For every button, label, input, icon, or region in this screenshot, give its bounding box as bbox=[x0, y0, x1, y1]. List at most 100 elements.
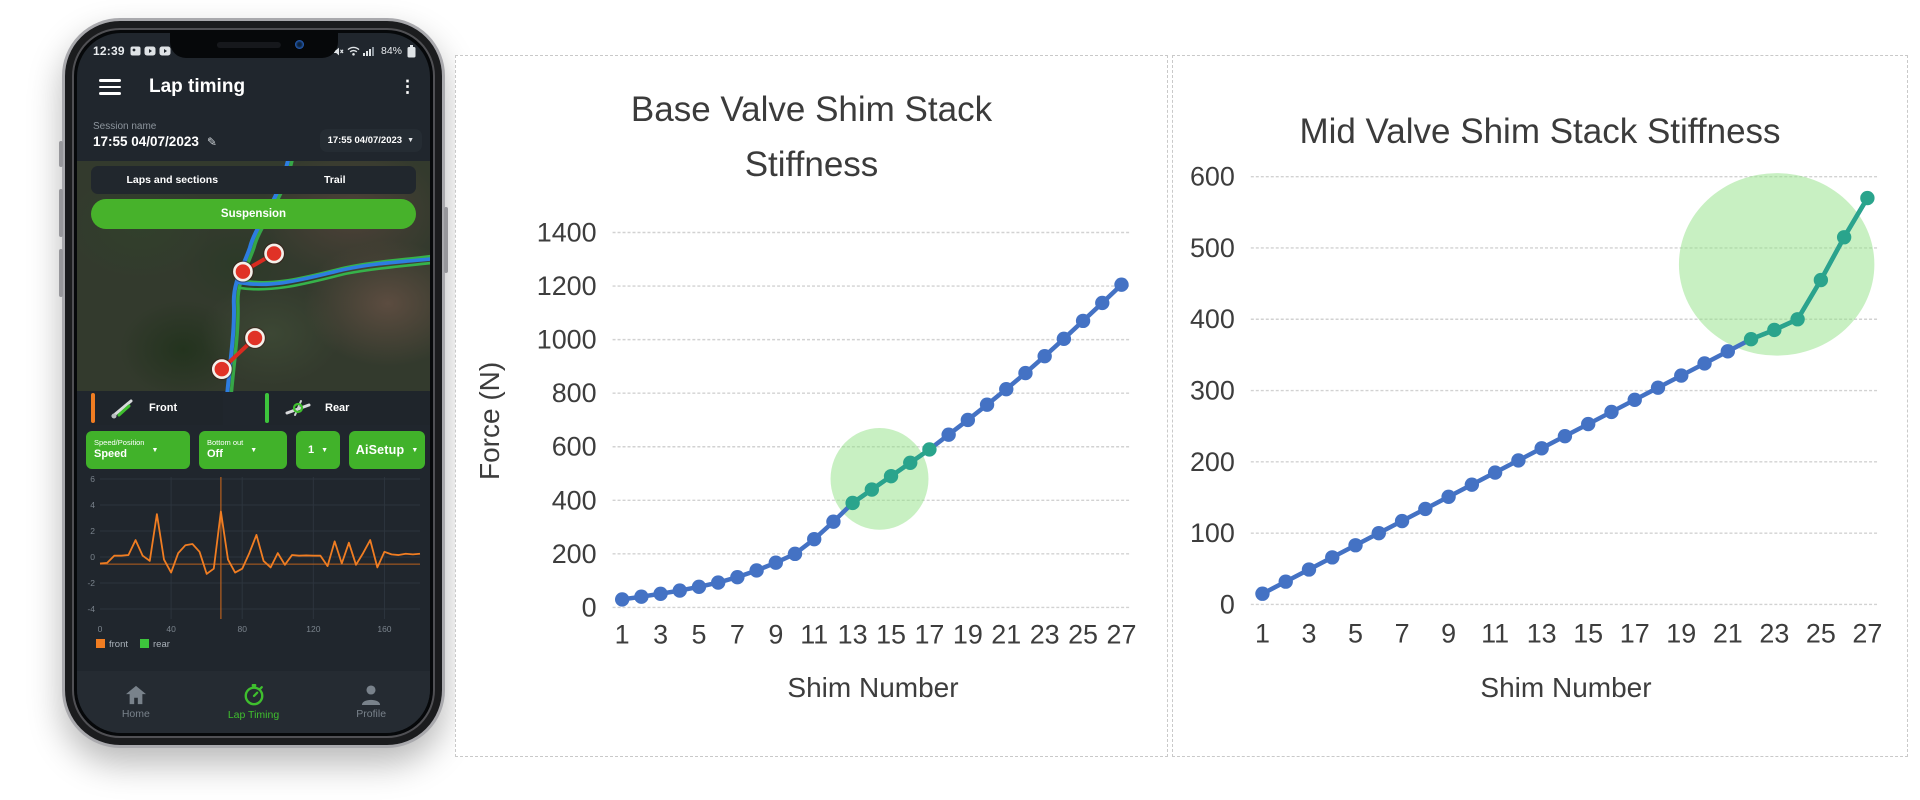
x-tick-label: 3 bbox=[1302, 618, 1317, 648]
route-overlay bbox=[210, 161, 430, 393]
suspension-button[interactable]: Suspension bbox=[91, 199, 416, 229]
x-tick-label: 3 bbox=[653, 619, 668, 649]
data-point bbox=[1464, 477, 1480, 492]
session-selector[interactable]: 17:55 04/07/2023 ▼ bbox=[319, 129, 422, 152]
y-tick-label: 0 bbox=[1220, 589, 1235, 619]
x-tick-label: 15 bbox=[1573, 618, 1603, 648]
dropdown-label: Speed/Position bbox=[94, 438, 145, 448]
front-tab-label: Front bbox=[149, 402, 178, 414]
x-tick-label: 13 bbox=[1527, 618, 1557, 648]
signal-icon bbox=[362, 47, 374, 56]
speed-position-dropdown[interactable]: Speed/Position Speed ▼ bbox=[86, 431, 190, 469]
mini-y-tick-label: 6 bbox=[90, 474, 95, 484]
overflow-menu-icon[interactable]: ⋮ bbox=[399, 77, 416, 96]
mini-x-tick-label: 0 bbox=[98, 624, 103, 634]
edit-icon[interactable]: ✎ bbox=[206, 134, 217, 149]
phone-notch bbox=[169, 33, 338, 58]
highlight-circle bbox=[1678, 173, 1875, 356]
lap-number-dropdown[interactable]: 1 ▼ bbox=[296, 431, 340, 469]
data-point bbox=[941, 427, 956, 442]
aisetup-dropdown[interactable]: AiSetup ▼ bbox=[349, 431, 425, 469]
nav-profile[interactable]: Profile bbox=[312, 671, 430, 733]
x-tick-label: 27 bbox=[1107, 619, 1137, 649]
phone-volume-down-button bbox=[59, 249, 63, 297]
trail-map[interactable] bbox=[77, 161, 430, 393]
tab-front[interactable]: Front bbox=[91, 391, 223, 425]
data-point bbox=[1720, 344, 1735, 359]
data-point bbox=[979, 397, 995, 412]
page-title: Lap timing bbox=[149, 76, 246, 97]
rear-accent-bar bbox=[265, 393, 269, 423]
home-icon bbox=[125, 685, 146, 704]
legend-swatch bbox=[140, 639, 149, 648]
section-markers[interactable] bbox=[210, 242, 286, 381]
clock-time: 12:39 bbox=[93, 44, 125, 58]
chevron-down-icon: ▼ bbox=[411, 446, 419, 454]
data-point bbox=[1813, 272, 1829, 288]
rear-tab-label: Rear bbox=[325, 402, 350, 414]
suspension-mini-chart[interactable]: 0 40 80 120 160 6 4 2 0 -2 -4 front rear bbox=[79, 469, 428, 675]
gridlines bbox=[612, 231, 1132, 609]
data-point bbox=[883, 469, 899, 484]
y-tick-label: 100 bbox=[1190, 518, 1235, 548]
bottom-out-dropdown[interactable]: Bottom out Off ▼ bbox=[199, 431, 287, 469]
notification-icons: • bbox=[130, 46, 177, 57]
y-tick-label: 600 bbox=[552, 432, 597, 462]
x-tick-label: 17 bbox=[1620, 618, 1650, 648]
data-point bbox=[903, 455, 918, 470]
data-point bbox=[1018, 365, 1033, 381]
tab-rear[interactable]: Rear bbox=[265, 391, 430, 425]
wifi-icon bbox=[347, 46, 360, 56]
front-fork-icon bbox=[111, 399, 133, 419]
x-tick-label: 7 bbox=[730, 619, 745, 649]
map-marker[interactable] bbox=[233, 261, 253, 282]
x-tick-label: 1 bbox=[1255, 618, 1270, 648]
x-tick-label: 27 bbox=[1852, 618, 1882, 648]
battery-percent: 84% bbox=[380, 45, 402, 57]
phone-volume-up-button bbox=[59, 189, 63, 237]
x-tick-label: 11 bbox=[1481, 618, 1509, 648]
phone-mockup: 12:39 • 84% bbox=[59, 18, 448, 748]
data-point bbox=[826, 514, 841, 529]
data-point bbox=[1767, 322, 1782, 338]
chevron-down-icon: ▼ bbox=[321, 446, 329, 454]
data-point bbox=[672, 583, 687, 598]
mini-y-tick-label: -4 bbox=[87, 604, 95, 614]
x-tick-label: 9 bbox=[1441, 618, 1456, 648]
data-point bbox=[787, 546, 803, 562]
y-tick-label: 200 bbox=[552, 539, 597, 569]
data-point bbox=[1836, 230, 1852, 245]
tab-laps-and-sections[interactable]: Laps and sections bbox=[126, 174, 219, 186]
x-tick-label: 17 bbox=[914, 619, 944, 649]
data-point bbox=[634, 589, 649, 604]
battery-icon bbox=[407, 44, 416, 57]
hamburger-menu-icon[interactable] bbox=[99, 75, 121, 99]
tab-trail[interactable]: Trail bbox=[323, 174, 346, 186]
data-point bbox=[1075, 313, 1091, 329]
nav-home[interactable]: Home bbox=[77, 671, 195, 733]
dropdown-label: Bottom out bbox=[207, 438, 244, 448]
map-marker[interactable] bbox=[245, 328, 265, 348]
nav-lap-timing[interactable]: Lap Timing bbox=[195, 671, 313, 733]
data-point bbox=[1278, 574, 1293, 589]
data-point bbox=[1557, 428, 1573, 444]
data-point bbox=[1095, 295, 1110, 311]
y-tick-label: 1200 bbox=[537, 271, 597, 301]
map-marker[interactable] bbox=[264, 243, 284, 264]
data-point bbox=[1348, 538, 1363, 553]
session-name-label: Session name bbox=[93, 121, 157, 132]
dropdown-value: 1 bbox=[307, 444, 315, 456]
y-tick-label: 0 bbox=[582, 592, 597, 622]
y-tick-label: 500 bbox=[1190, 233, 1235, 263]
data-point bbox=[845, 495, 860, 511]
map-marker[interactable] bbox=[211, 359, 232, 380]
data-point bbox=[653, 586, 668, 601]
data-point bbox=[1418, 501, 1433, 517]
data-point bbox=[1255, 586, 1270, 601]
data-point bbox=[1674, 368, 1689, 383]
chevron-down-icon: ▼ bbox=[407, 137, 414, 144]
nav-profile-label: Profile bbox=[356, 707, 387, 720]
chevron-down-icon: ▼ bbox=[151, 446, 159, 454]
